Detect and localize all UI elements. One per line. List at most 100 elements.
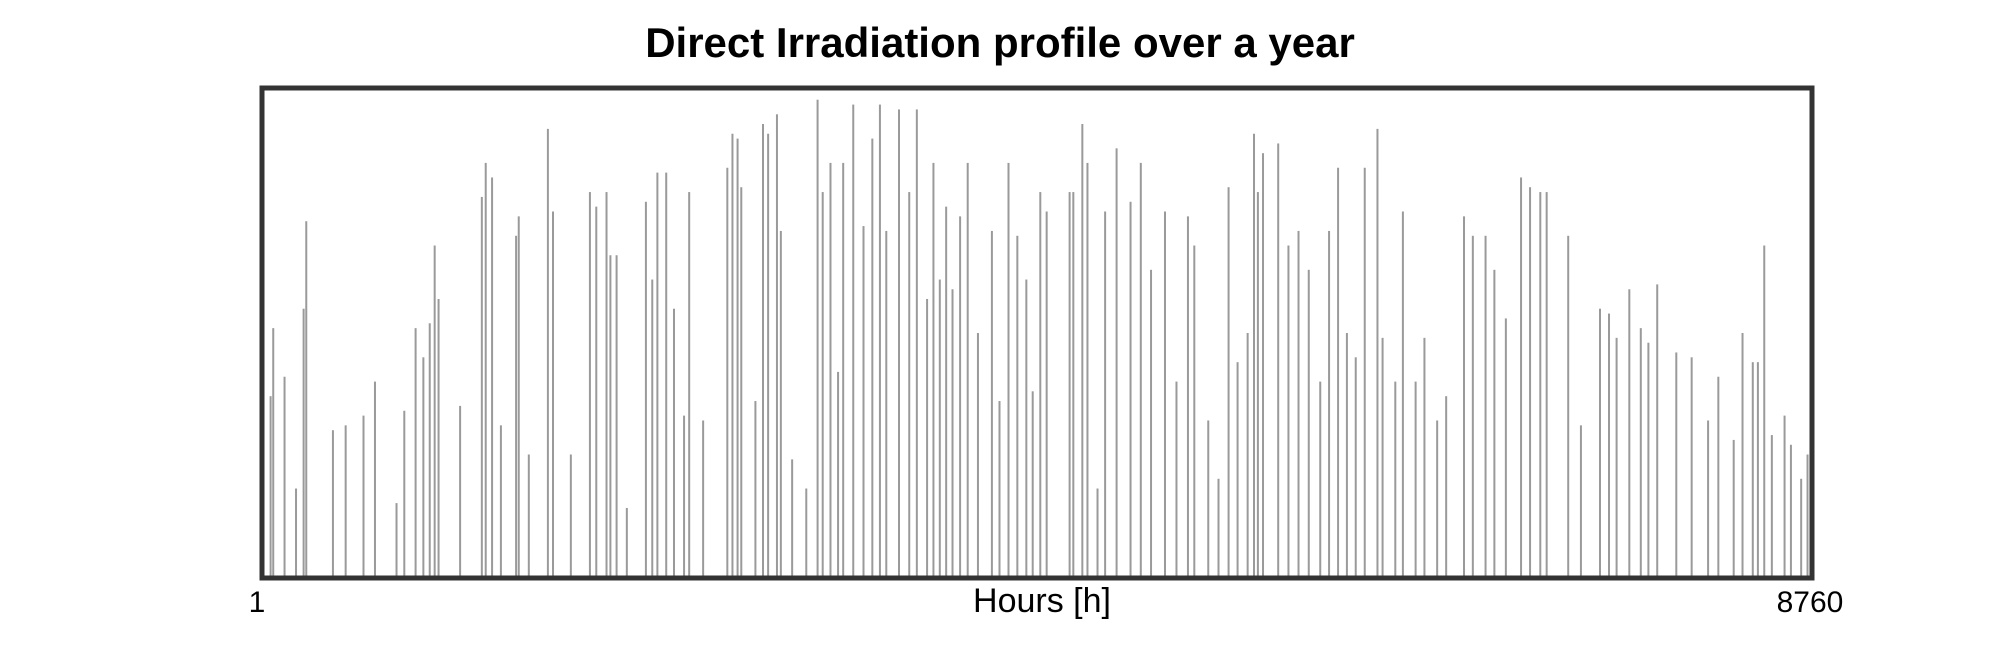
bar bbox=[1115, 148, 1118, 576]
bar bbox=[269, 396, 272, 576]
bar bbox=[331, 430, 334, 576]
bar bbox=[1236, 362, 1239, 576]
bar bbox=[1463, 216, 1466, 577]
bar bbox=[842, 162, 845, 576]
bar bbox=[1031, 391, 1034, 576]
bar bbox=[1025, 279, 1028, 576]
bar bbox=[1608, 313, 1611, 576]
bar bbox=[1806, 454, 1809, 576]
bar bbox=[1262, 153, 1265, 576]
bar bbox=[428, 323, 431, 576]
bar bbox=[672, 308, 675, 576]
bar bbox=[908, 192, 911, 576]
bar bbox=[731, 133, 734, 577]
bar bbox=[1045, 211, 1048, 576]
bar bbox=[1539, 192, 1542, 576]
bar bbox=[1354, 357, 1357, 576]
bar bbox=[932, 162, 935, 576]
bar bbox=[805, 488, 808, 576]
bar bbox=[1690, 357, 1693, 576]
bar bbox=[480, 196, 483, 577]
bar bbox=[1783, 415, 1786, 576]
bar bbox=[1520, 177, 1523, 577]
bar bbox=[1732, 439, 1735, 576]
bar bbox=[829, 162, 832, 576]
bar bbox=[1150, 269, 1153, 576]
bar bbox=[656, 172, 659, 576]
bar bbox=[1039, 192, 1042, 576]
bar bbox=[1376, 128, 1379, 576]
bar bbox=[878, 104, 881, 576]
bar bbox=[1741, 333, 1744, 576]
bar bbox=[862, 226, 865, 576]
bar bbox=[1545, 192, 1548, 576]
bar bbox=[605, 192, 608, 576]
bar bbox=[837, 371, 840, 576]
bar bbox=[1436, 420, 1439, 576]
bar bbox=[915, 109, 918, 576]
bar bbox=[373, 381, 376, 576]
bar bbox=[272, 328, 275, 576]
bar bbox=[491, 177, 494, 577]
bar bbox=[885, 230, 888, 576]
bar bbox=[821, 192, 824, 576]
bar bbox=[726, 167, 729, 576]
bar bbox=[437, 298, 440, 576]
bar bbox=[609, 255, 612, 577]
bar bbox=[1072, 192, 1075, 576]
bar bbox=[754, 401, 757, 576]
bar bbox=[1656, 284, 1659, 576]
bar bbox=[1567, 235, 1570, 577]
bar bbox=[1163, 211, 1166, 576]
bar bbox=[1394, 381, 1397, 576]
bar bbox=[1414, 381, 1417, 576]
bar bbox=[945, 206, 948, 576]
bar bbox=[1096, 488, 1099, 576]
bar bbox=[651, 279, 654, 576]
bar bbox=[1363, 167, 1366, 576]
bar bbox=[1287, 245, 1290, 576]
bar bbox=[644, 201, 647, 576]
bar bbox=[1129, 201, 1132, 576]
bar bbox=[1081, 124, 1084, 577]
bar bbox=[1493, 269, 1496, 576]
bar bbox=[775, 114, 778, 577]
bar bbox=[871, 138, 874, 576]
bar bbox=[1599, 308, 1602, 576]
bar bbox=[1328, 230, 1331, 576]
bar bbox=[459, 405, 462, 576]
bar bbox=[1579, 425, 1582, 576]
bar bbox=[403, 410, 406, 576]
bar bbox=[422, 357, 425, 576]
bar bbox=[1639, 328, 1642, 576]
bar bbox=[959, 216, 962, 577]
bar bbox=[762, 124, 765, 577]
bar bbox=[305, 221, 308, 576]
plot-frame bbox=[259, 85, 1815, 581]
bar bbox=[1800, 478, 1803, 576]
bar bbox=[433, 245, 436, 576]
bar bbox=[1086, 162, 1089, 576]
bar bbox=[1068, 192, 1071, 576]
bar bbox=[976, 333, 979, 576]
bar bbox=[1007, 162, 1010, 576]
bar bbox=[683, 415, 686, 576]
bar bbox=[283, 376, 286, 576]
bar bbox=[688, 192, 691, 576]
bar bbox=[951, 289, 954, 576]
bar bbox=[1297, 230, 1300, 576]
bar bbox=[898, 109, 901, 576]
bar bbox=[1139, 162, 1142, 576]
x-tick-label: 1 bbox=[249, 586, 266, 619]
bar bbox=[1227, 187, 1230, 576]
bar bbox=[499, 425, 502, 576]
bar bbox=[414, 328, 417, 576]
bar bbox=[740, 187, 743, 576]
bar bbox=[852, 104, 855, 576]
bar bbox=[1763, 245, 1766, 576]
bar bbox=[1277, 143, 1280, 576]
bar bbox=[295, 488, 298, 576]
bar bbox=[552, 211, 555, 576]
bar bbox=[625, 507, 628, 576]
